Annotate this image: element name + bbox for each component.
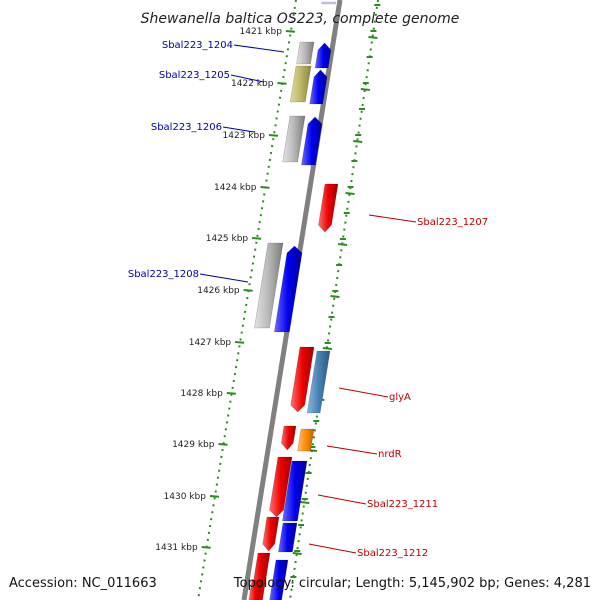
tick-mark-outer xyxy=(337,243,348,246)
tick-mark-outer xyxy=(322,347,332,350)
tick-label: 1421 kbp xyxy=(240,27,283,37)
tick-mark-inner xyxy=(277,82,287,85)
leader-line xyxy=(233,44,285,53)
gene-label[interactable]: Sbal223_1212 xyxy=(357,548,428,559)
tick-mark-outer xyxy=(300,501,310,504)
cds-reverse[interactable] xyxy=(262,516,280,552)
tick-mark-inner xyxy=(252,237,262,240)
gene-label[interactable]: Sbal223_1206 xyxy=(151,122,222,133)
gene-feature-gray[interactable] xyxy=(254,242,284,329)
tick-mark-outer xyxy=(292,552,302,555)
cds-orange[interactable] xyxy=(297,428,315,452)
leader-line xyxy=(338,387,389,398)
tick-mark-inner xyxy=(209,495,220,498)
tick-mark-outer xyxy=(368,36,378,39)
tick-mark-inner xyxy=(268,134,279,137)
leader-line xyxy=(222,126,255,133)
cds-forward[interactable] xyxy=(269,559,289,600)
leader-line xyxy=(326,445,378,455)
tick-mark-inner xyxy=(235,341,245,344)
leader-line xyxy=(368,214,417,223)
cds-forward[interactable] xyxy=(301,116,323,166)
tick-mark-outer xyxy=(330,295,340,298)
cds-forward[interactable] xyxy=(282,460,308,522)
tick-label: 1425 kbp xyxy=(206,234,249,244)
tick-mark-inner xyxy=(285,30,296,33)
leader-line xyxy=(199,273,249,283)
cds-forward[interactable] xyxy=(321,1,337,5)
leader-line xyxy=(308,543,357,554)
tick-label: 1430 kbp xyxy=(164,492,207,502)
leader-line xyxy=(317,494,367,505)
gene-feature-olive[interactable] xyxy=(289,65,312,103)
map-title: Shewanella baltica OS223, complete genom… xyxy=(141,11,460,27)
tick-mark-inner xyxy=(218,443,228,446)
cds-forward[interactable] xyxy=(274,245,303,333)
gene-label[interactable]: Sbal223_1207 xyxy=(417,217,488,228)
tick-mark-inner xyxy=(201,546,211,549)
gene-labels: Sbal223_1204 Sbal223_1205 Sbal223_1206 Sbal… xyxy=(128,40,488,559)
tick-mark-outer xyxy=(360,88,370,91)
cds-reverse[interactable] xyxy=(269,456,293,518)
genes xyxy=(248,1,339,600)
tick-label: 1427 kbp xyxy=(189,338,232,348)
accession-text: Accession: NC_011663 xyxy=(9,576,157,591)
tick-label: 1423 kbp xyxy=(223,131,266,141)
topology-text: Topology: circular; Length: 5,145,902 bp… xyxy=(233,576,591,591)
tick-label: 1429 kbp xyxy=(172,440,215,450)
gene-label[interactable]: glyA xyxy=(389,392,411,403)
cds-reverse[interactable] xyxy=(248,579,263,600)
tick-label: 1428 kbp xyxy=(180,389,223,399)
tick-mark-inner xyxy=(243,289,253,292)
tick-label: 1426 kbp xyxy=(197,286,240,296)
tick-mark-inner xyxy=(226,392,236,395)
cds-forward[interactable] xyxy=(314,42,332,69)
tick-mark-outer xyxy=(353,140,363,143)
gene-label[interactable]: Sbal223_1208 xyxy=(128,269,199,280)
cds-steelblue[interactable] xyxy=(306,350,331,414)
tick-label: 1422 kbp xyxy=(231,79,274,89)
cds-forward[interactable] xyxy=(309,69,328,105)
tick-mark-outer xyxy=(345,192,355,195)
gene-label[interactable]: nrdR xyxy=(378,449,402,460)
gene-feature-gray[interactable] xyxy=(296,41,315,65)
gene-label[interactable]: Sbal223_1211 xyxy=(367,499,438,510)
cds-reverse[interactable] xyxy=(318,183,339,233)
leader-line xyxy=(230,74,265,83)
cds-forward[interactable] xyxy=(278,522,298,553)
tick-label: 1431 kbp xyxy=(155,543,198,553)
gene-label[interactable]: Sbal223_1204 xyxy=(162,40,233,51)
cds-reverse[interactable] xyxy=(290,346,315,413)
cds-reverse[interactable] xyxy=(280,425,297,451)
tick-labels: 1421 kbp 1422 kbp 1423 kbp 1424 kbp 1425 kbp… xyxy=(155,27,282,553)
tick-label: 1424 kbp xyxy=(214,183,257,193)
tick-mark-inner xyxy=(260,186,270,189)
gene-feature-gray[interactable] xyxy=(282,115,306,163)
gene-label[interactable]: Sbal223_1205 xyxy=(159,70,230,81)
